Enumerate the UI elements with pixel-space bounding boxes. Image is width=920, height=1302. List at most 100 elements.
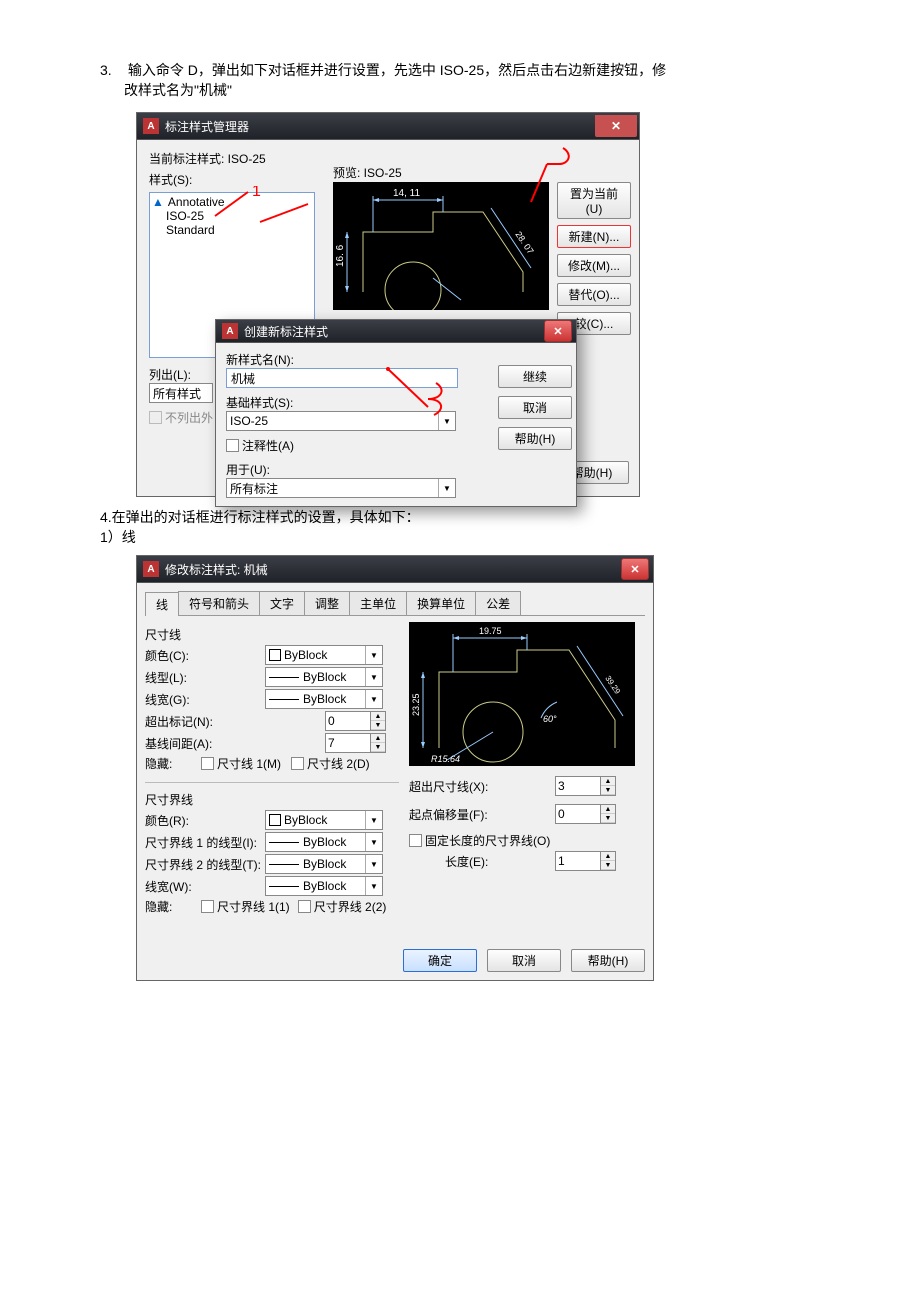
chevron-down-icon: ▼ bbox=[438, 412, 455, 430]
tab-primary[interactable]: 主单位 bbox=[349, 591, 407, 615]
tab-symbols[interactable]: 符号和箭头 bbox=[178, 591, 260, 615]
step-4-line1: 4.在弹出的对话框进行标注样式的设置，具体如下： bbox=[100, 507, 820, 527]
svg-text:60°: 60° bbox=[543, 714, 557, 724]
list-item-iso25[interactable]: ISO-25 bbox=[152, 209, 312, 223]
chevron-down-icon: ▼ bbox=[438, 479, 455, 497]
close-icon[interactable]: ✕ bbox=[621, 558, 649, 580]
length-label: 长度(E): bbox=[445, 853, 509, 870]
length-spinner[interactable]: ▲▼ bbox=[555, 851, 616, 871]
svg-text:19.75: 19.75 bbox=[479, 626, 502, 636]
linetype-combo[interactable]: ByBlock▼ bbox=[265, 667, 383, 687]
ext1-type-label: 尺寸界线 1 的线型(I): bbox=[145, 834, 265, 851]
color-combo[interactable]: ByBlock▼ bbox=[265, 645, 383, 665]
set-current-button[interactable]: 置为当前(U) bbox=[557, 182, 631, 219]
ext-beyond-label: 超出标记(N): bbox=[145, 713, 265, 730]
ext-beyond-spinner[interactable]: ▲▼ bbox=[325, 711, 386, 731]
svg-text:14, 11: 14, 11 bbox=[393, 188, 420, 199]
base-style-combo[interactable]: ISO-25▼ bbox=[226, 411, 456, 431]
ext1-type-combo[interactable]: ByBlock▼ bbox=[265, 832, 383, 852]
svg-text:39.29: 39.29 bbox=[603, 674, 622, 696]
tab-tol[interactable]: 公差 bbox=[475, 591, 521, 615]
hide-dim1-checkbox[interactable]: 尺寸线 1(M) bbox=[201, 755, 281, 772]
step-3: 3. 输入命令 D，弹出如下对话框并进行设置，先选中 ISO-25，然后点击右边… bbox=[100, 60, 820, 100]
list-item-annotative[interactable]: Annotative bbox=[168, 195, 225, 209]
baseline-label: 基线间距(A): bbox=[145, 735, 265, 752]
svg-text:23.25: 23.25 bbox=[411, 693, 421, 716]
preview-label: 预览: ISO-25 bbox=[333, 164, 402, 181]
close-icon[interactable]: ✕ bbox=[595, 115, 637, 137]
svg-text:R15.64: R15.64 bbox=[431, 754, 460, 764]
modify-button[interactable]: 修改(M)... bbox=[557, 254, 631, 277]
lineweight-label: 线宽(G): bbox=[145, 691, 265, 708]
tab-strip: 线 符号和箭头 文字 调整 主单位 换算单位 公差 bbox=[145, 591, 645, 616]
chevron-down-icon: ▼ bbox=[365, 811, 382, 829]
override-button[interactable]: 替代(O)... bbox=[557, 283, 631, 306]
hide-dim2-checkbox[interactable]: 尺寸线 2(D) bbox=[291, 755, 370, 772]
dialog3-title: 修改标注样式: 机械 bbox=[165, 561, 621, 578]
baseline-input[interactable] bbox=[325, 733, 371, 753]
color2-label: 颜色(R): bbox=[145, 812, 265, 829]
chevron-down-icon: ▼ bbox=[365, 668, 382, 686]
help-button-3[interactable]: 帮助(H) bbox=[571, 949, 645, 972]
step-3-number: 3. bbox=[100, 62, 124, 78]
hide2-label: 隐藏: bbox=[145, 898, 201, 915]
chevron-down-icon: ▼ bbox=[365, 877, 382, 895]
annotative-checkbox[interactable]: 注释性(A) bbox=[226, 437, 294, 454]
tab-fit[interactable]: 调整 bbox=[304, 591, 350, 615]
cancel-button[interactable]: 取消 bbox=[498, 396, 572, 419]
autocad-icon: A bbox=[222, 323, 238, 339]
lineweight2-combo[interactable]: ByBlock▼ bbox=[265, 876, 383, 896]
autocad-icon: A bbox=[143, 561, 159, 577]
chevron-down-icon: ▼ bbox=[365, 646, 382, 664]
new-name-input[interactable] bbox=[226, 368, 458, 388]
dialog2-title: 创建新标注样式 bbox=[244, 323, 544, 340]
list-item-standard[interactable]: Standard bbox=[152, 223, 312, 237]
hide-ext1-checkbox[interactable]: 尺寸界线 1(1) bbox=[201, 898, 290, 915]
preview-panel-2: 19.75 23.25 39.29 60° R15.64 bbox=[409, 622, 635, 766]
annotative-icon: ▲ bbox=[152, 195, 164, 209]
styles-label: 样式(S): bbox=[149, 171, 319, 188]
close-icon[interactable]: ✕ bbox=[544, 320, 572, 342]
hide-label: 隐藏: bbox=[145, 755, 201, 772]
tab-alt[interactable]: 换算单位 bbox=[406, 591, 476, 615]
color-label: 颜色(C): bbox=[145, 647, 265, 664]
ext-beyond2-label: 超出尺寸线(X): bbox=[409, 778, 509, 795]
dialog1-title: 标注样式管理器 bbox=[165, 118, 595, 135]
grp-extline: 尺寸界线 bbox=[145, 791, 399, 808]
cancel-button-2[interactable]: 取消 bbox=[487, 949, 561, 972]
ext2-type-combo[interactable]: ByBlock▼ bbox=[265, 854, 383, 874]
lineweight-combo[interactable]: ByBlock▼ bbox=[265, 689, 383, 709]
chevron-down-icon: ▼ bbox=[365, 855, 382, 873]
ext2-type-label: 尺寸界线 2 的线型(T): bbox=[145, 856, 265, 873]
tab-lines[interactable]: 线 bbox=[145, 592, 179, 616]
ext-beyond2-input[interactable] bbox=[555, 776, 601, 796]
baseline-spinner[interactable]: ▲▼ bbox=[325, 733, 386, 753]
step-3-line2: 改样式名为"机械" bbox=[100, 80, 820, 100]
list-filter-combo[interactable]: 所有样式 bbox=[149, 383, 213, 403]
create-new-style-dialog: A 创建新标注样式 ✕ 继续 取消 帮助(H) 新样式名(N): 基础样式(S)… bbox=[215, 319, 577, 507]
new-button[interactable]: 新建(N)... bbox=[557, 225, 631, 248]
length-input[interactable] bbox=[555, 851, 601, 871]
dialog1-titlebar: A 标注样式管理器 ✕ bbox=[137, 113, 639, 140]
continue-button[interactable]: 继续 bbox=[498, 365, 572, 388]
preview-panel-1: 14, 11 16. 6 28. 07 bbox=[333, 182, 549, 310]
fixed-length-checkbox[interactable]: 固定长度的尺寸界线(O) bbox=[409, 832, 550, 849]
ext-beyond2-spinner[interactable]: ▲▼ bbox=[555, 776, 616, 796]
use-for-combo[interactable]: 所有标注▼ bbox=[226, 478, 456, 498]
tab-text[interactable]: 文字 bbox=[259, 591, 305, 615]
help-button-2[interactable]: 帮助(H) bbox=[498, 427, 572, 450]
hide-ext2-checkbox[interactable]: 尺寸界线 2(2) bbox=[298, 898, 387, 915]
ext-beyond-input[interactable] bbox=[325, 711, 371, 731]
step-4-line2: 1）线 bbox=[100, 527, 820, 547]
grp-dimline: 尺寸线 bbox=[145, 626, 399, 643]
origin-offset-spinner[interactable]: ▲▼ bbox=[555, 804, 616, 824]
ok-button[interactable]: 确定 bbox=[403, 949, 477, 972]
current-style-label: 当前标注样式: ISO-25 bbox=[149, 150, 319, 167]
origin-offset-label: 起点偏移量(F): bbox=[409, 806, 509, 823]
autocad-icon: A bbox=[143, 118, 159, 134]
list-filter-value: 所有样式 bbox=[153, 385, 201, 402]
chevron-down-icon: ▼ bbox=[365, 690, 382, 708]
color2-combo[interactable]: ByBlock▼ bbox=[265, 810, 383, 830]
origin-offset-input[interactable] bbox=[555, 804, 601, 824]
use-for-label: 用于(U): bbox=[226, 461, 566, 478]
